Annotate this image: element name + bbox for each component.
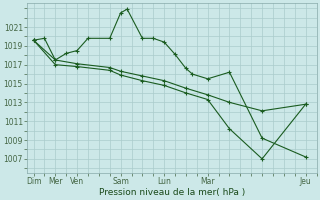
X-axis label: Pression niveau de la mer( hPa ): Pression niveau de la mer( hPa ) (99, 188, 245, 197)
